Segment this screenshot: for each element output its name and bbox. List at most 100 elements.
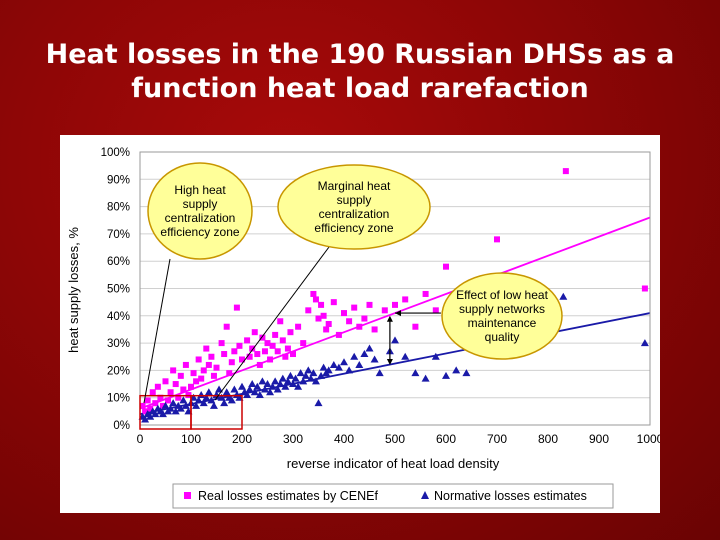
- real-losses-point: [261, 348, 268, 355]
- normative-losses-point: [268, 382, 277, 390]
- y-tick-label: 60%: [107, 256, 130, 268]
- normative-losses-point: [273, 385, 282, 393]
- normative-losses-point: [222, 388, 231, 396]
- real-losses-point: [256, 361, 263, 368]
- x-tick-label: 200: [232, 432, 252, 446]
- real-losses-point: [231, 348, 238, 355]
- real-losses-point: [167, 389, 174, 396]
- normative-losses-point: [289, 380, 297, 388]
- gap-arrow-head-up: [386, 315, 393, 322]
- marginal-zone-text: centralization: [319, 207, 390, 221]
- real-losses-point: [190, 370, 197, 377]
- normative-losses-point: [360, 350, 369, 358]
- normative-losses-point: [345, 366, 354, 374]
- normative-losses-point: [258, 377, 267, 385]
- x-tick-label: 800: [538, 432, 558, 446]
- y-tick-label: 10%: [107, 393, 130, 405]
- real-losses-point: [392, 301, 398, 308]
- normative-losses-point: [431, 352, 440, 360]
- normative-losses-point: [248, 380, 257, 388]
- real-losses-point: [210, 372, 217, 379]
- normative-losses-point: [217, 393, 226, 401]
- normative-losses-point: [452, 366, 461, 374]
- normative-losses-point: [192, 401, 201, 409]
- real-losses-point: [282, 353, 289, 360]
- legend-normative-label: Normative losses estimates: [434, 489, 587, 503]
- real-losses-point: [203, 345, 210, 352]
- high-zone-text: supply: [183, 197, 218, 211]
- x-tick-label: 300: [283, 432, 303, 446]
- normative-losses-point: [255, 390, 264, 398]
- real-losses-point: [149, 389, 156, 396]
- marginal-zone-text: supply: [337, 193, 372, 207]
- real-losses-point: [193, 378, 200, 385]
- normative-losses-point: [238, 382, 246, 390]
- maintenance-effect-bubble: [441, 272, 563, 360]
- real-losses-point: [366, 301, 373, 308]
- x-tick-label: 600: [436, 432, 456, 446]
- real-losses-point: [305, 307, 312, 314]
- real-losses-point: [139, 402, 146, 409]
- y-axis-label: heat supply losses, %: [66, 227, 81, 353]
- normative-losses-point: [375, 369, 384, 377]
- normative-losses-point: [276, 380, 285, 388]
- normative-losses-point: [421, 374, 430, 382]
- real-losses-point: [251, 329, 258, 336]
- x-tick-label: 700: [487, 432, 507, 446]
- normative-losses-point: [350, 352, 359, 360]
- real-losses-point: [323, 326, 330, 333]
- normative-losses-point: [329, 360, 338, 368]
- normative-losses-point: [220, 399, 229, 407]
- real-losses-point: [180, 386, 187, 393]
- slide-title: Heat losses in the 190 Russian DHSs as a…: [0, 38, 720, 106]
- y-tick-label: 30%: [107, 338, 130, 350]
- real-losses-point: [228, 359, 235, 366]
- high-zone-callout: High heatsupplycentralizationefficiency …: [147, 162, 253, 260]
- real-losses-point: [277, 318, 284, 325]
- real-losses-point: [330, 299, 337, 306]
- normative-losses-point: [161, 401, 170, 409]
- normative-losses-point: [266, 388, 275, 396]
- marginal-zone-callout: Marginal heatsupplycentralizationefficie…: [277, 164, 431, 250]
- real-losses-point: [218, 340, 225, 347]
- normative-losses-point: [401, 352, 410, 360]
- normative-losses-point: [391, 336, 399, 344]
- real-losses-point: [172, 381, 179, 388]
- real-losses-point: [226, 370, 233, 377]
- normative-losses-point: [202, 393, 211, 401]
- x-tick-label: 900: [589, 432, 609, 446]
- real-losses-point: [269, 342, 276, 349]
- normative-losses-point: [146, 412, 155, 420]
- legend-real-label: Real losses estimates by CENEf: [198, 489, 378, 503]
- real-losses-point: [325, 320, 332, 327]
- real-losses-point: [244, 337, 251, 344]
- tick-labels: 0% 10% 20% 30% 40% 50% 60% 70% 80% 90% 100% 0 100 200…: [101, 147, 664, 446]
- normative-losses-trendline: [139, 312, 651, 415]
- normative-losses-point: [171, 407, 180, 415]
- normative-losses-point: [442, 371, 450, 379]
- real-losses-point: [246, 353, 253, 360]
- real-losses-point: [412, 323, 419, 330]
- high-zone-text: efficiency zone: [160, 225, 239, 239]
- normative-losses-point: [324, 366, 333, 374]
- normative-losses-point: [278, 374, 287, 382]
- real-losses-point: [371, 326, 378, 333]
- scatter-chart: 0% 10% 20% 30% 40% 50% 60% 70% 80% 90% 100% 0 100 200…: [66, 147, 664, 509]
- normative-losses-point: [194, 396, 203, 404]
- real-losses-point: [381, 307, 388, 314]
- normative-losses-point: [281, 382, 290, 390]
- real-losses-point: [267, 356, 274, 363]
- real-losses-point: [443, 263, 449, 270]
- real-losses-point: [249, 345, 256, 352]
- normative-losses-point: [370, 355, 379, 363]
- y-tick-label: 100%: [101, 147, 130, 159]
- plot-area: [139, 151, 651, 426]
- x-tick-label: 1000: [637, 432, 660, 446]
- real-losses-point: [147, 405, 154, 412]
- normative-losses-point: [299, 377, 308, 385]
- normative-losses-point: [291, 374, 300, 382]
- normative-losses-point: [215, 385, 224, 393]
- real-losses-point: [274, 348, 281, 355]
- y-tick-label: 70%: [107, 229, 130, 241]
